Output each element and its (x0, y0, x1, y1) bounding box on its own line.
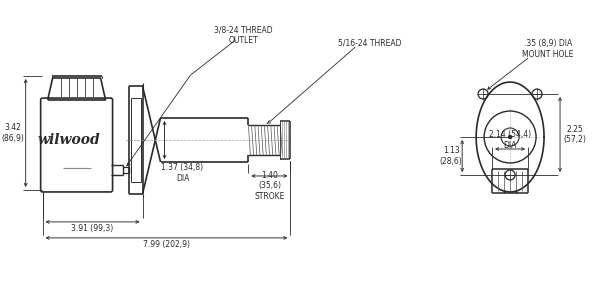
Text: 1.37 (34,8)
DIA: 1.37 (34,8) DIA (161, 163, 203, 183)
Text: 5/16-24 THREAD: 5/16-24 THREAD (338, 38, 401, 48)
FancyBboxPatch shape (41, 98, 113, 192)
Text: 3.91 (99,3): 3.91 (99,3) (71, 224, 114, 233)
Text: 1.13
(28,6): 1.13 (28,6) (440, 146, 463, 166)
Text: 3/8-24 THREAD
OUTLET: 3/8-24 THREAD OUTLET (214, 25, 273, 45)
Text: 2.14 (54,4)
DIA: 2.14 (54,4) DIA (489, 130, 531, 150)
Text: 7.99 (202,9): 7.99 (202,9) (143, 240, 190, 249)
Text: .35 (8,9) DIA
MOUNT HOLE: .35 (8,9) DIA MOUNT HOLE (523, 39, 574, 59)
Text: 1.40
(35,6)
STROKE: 1.40 (35,6) STROKE (254, 171, 284, 201)
Text: wilwood: wilwood (37, 133, 100, 147)
Text: 2.25
(57,2): 2.25 (57,2) (563, 125, 586, 144)
Text: 3.42
(86,9): 3.42 (86,9) (1, 123, 24, 143)
Circle shape (509, 135, 512, 139)
